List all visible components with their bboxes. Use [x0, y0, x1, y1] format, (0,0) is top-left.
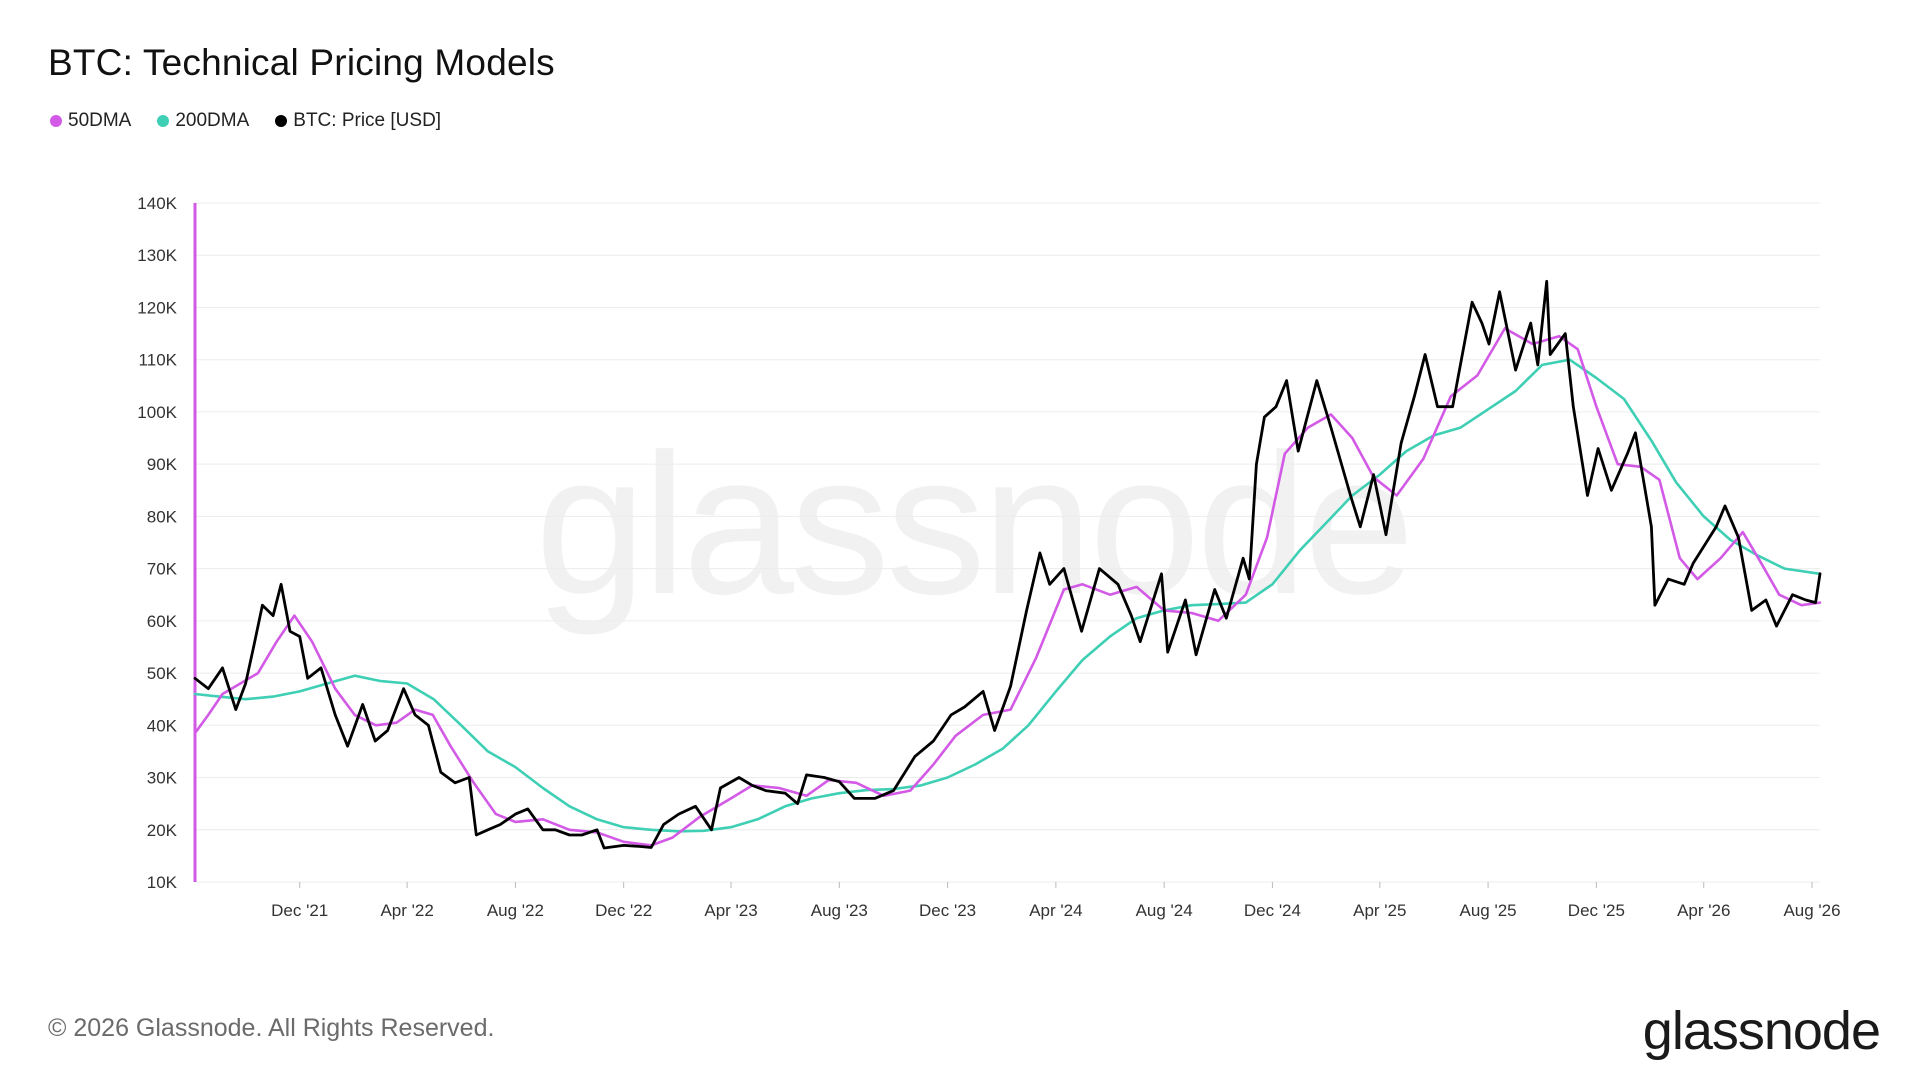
y-tick-label: 120K: [137, 298, 177, 317]
legend-dot-200dma: [157, 115, 170, 127]
x-tick-label: Apr '24: [1029, 901, 1082, 920]
y-tick-label: 70K: [147, 560, 178, 579]
y-tick-label: 10K: [147, 873, 178, 892]
x-tick-label: Dec '23: [919, 901, 976, 920]
x-tick-label: Dec '21: [271, 901, 328, 920]
brand-logo: glassnode: [1642, 1001, 1881, 1061]
legend-item-price[interactable]: BTC: Price [USD]: [275, 110, 441, 132]
x-tick-label: Aug '22: [487, 901, 544, 920]
legend-label-price: BTC: Price [USD]: [293, 110, 442, 131]
series-line-200dma: [193, 358, 1822, 833]
y-tick-label: 90K: [147, 455, 178, 474]
series-line-price: [193, 279, 1822, 850]
x-tick-label: Aug '26: [1783, 901, 1840, 920]
legend-dot-50dma: [50, 115, 62, 127]
x-axis-ticks: Dec '21 Apr '22 Aug '22 Dec '22 Apr '23 Aug '…: [271, 882, 1841, 920]
legend-label-200dma: 200DMA: [175, 110, 250, 131]
x-tick-label: Apr '25: [1353, 901, 1406, 920]
y-tick-label: 100K: [137, 403, 177, 422]
copyright-text: © 2026 Glassnode. All Rights Reserved.: [48, 1014, 495, 1042]
y-tick-label: 50K: [147, 664, 178, 683]
y-tick-label: 30K: [147, 769, 178, 788]
y-tick-label: 130K: [137, 246, 177, 265]
x-tick-label: Dec '25: [1568, 901, 1625, 920]
x-tick-label: Dec '24: [1244, 901, 1301, 920]
y-tick-label: 60K: [147, 612, 178, 631]
legend-item-50dma[interactable]: 50DMA: [50, 110, 131, 132]
x-tick-label: Dec '22: [595, 901, 652, 920]
chart-legend: 50DMA 200DMA BTC: Price [USD]: [50, 110, 441, 132]
x-tick-label: Aug '25: [1460, 901, 1517, 920]
y-axis-ticks: 10K 20K 30K 40K 50K 60K 70K 80K 90K 100K 110K 120K 1…: [137, 194, 177, 892]
series-line-50dma: [193, 327, 1822, 847]
legend-dot-price: [275, 115, 288, 127]
y-tick-label: 20K: [147, 821, 178, 840]
series-lines: [193, 279, 1822, 850]
x-tick-label: Aug '23: [811, 901, 868, 920]
y-tick-label: 110K: [139, 351, 178, 370]
grid-lines: [195, 202, 1820, 883]
x-tick-label: Apr '22: [380, 901, 433, 920]
x-tick-label: Aug '24: [1136, 901, 1193, 920]
legend-item-200dma[interactable]: 200DMA: [157, 110, 249, 132]
y-tick-label: 140K: [137, 194, 177, 213]
y-tick-label: 80K: [147, 507, 178, 526]
legend-label-50dma: 50DMA: [68, 110, 132, 131]
page-title: BTC: Technical Pricing Models: [48, 42, 555, 83]
chart-canvas: 10K 20K 30K 40K 50K 60K 70K 80K 90K 100K 110K 120K 1…: [137, 194, 1841, 920]
x-tick-label: Apr '23: [704, 901, 757, 920]
x-tick-label: Apr '26: [1677, 901, 1730, 920]
y-tick-label: 40K: [147, 716, 178, 735]
